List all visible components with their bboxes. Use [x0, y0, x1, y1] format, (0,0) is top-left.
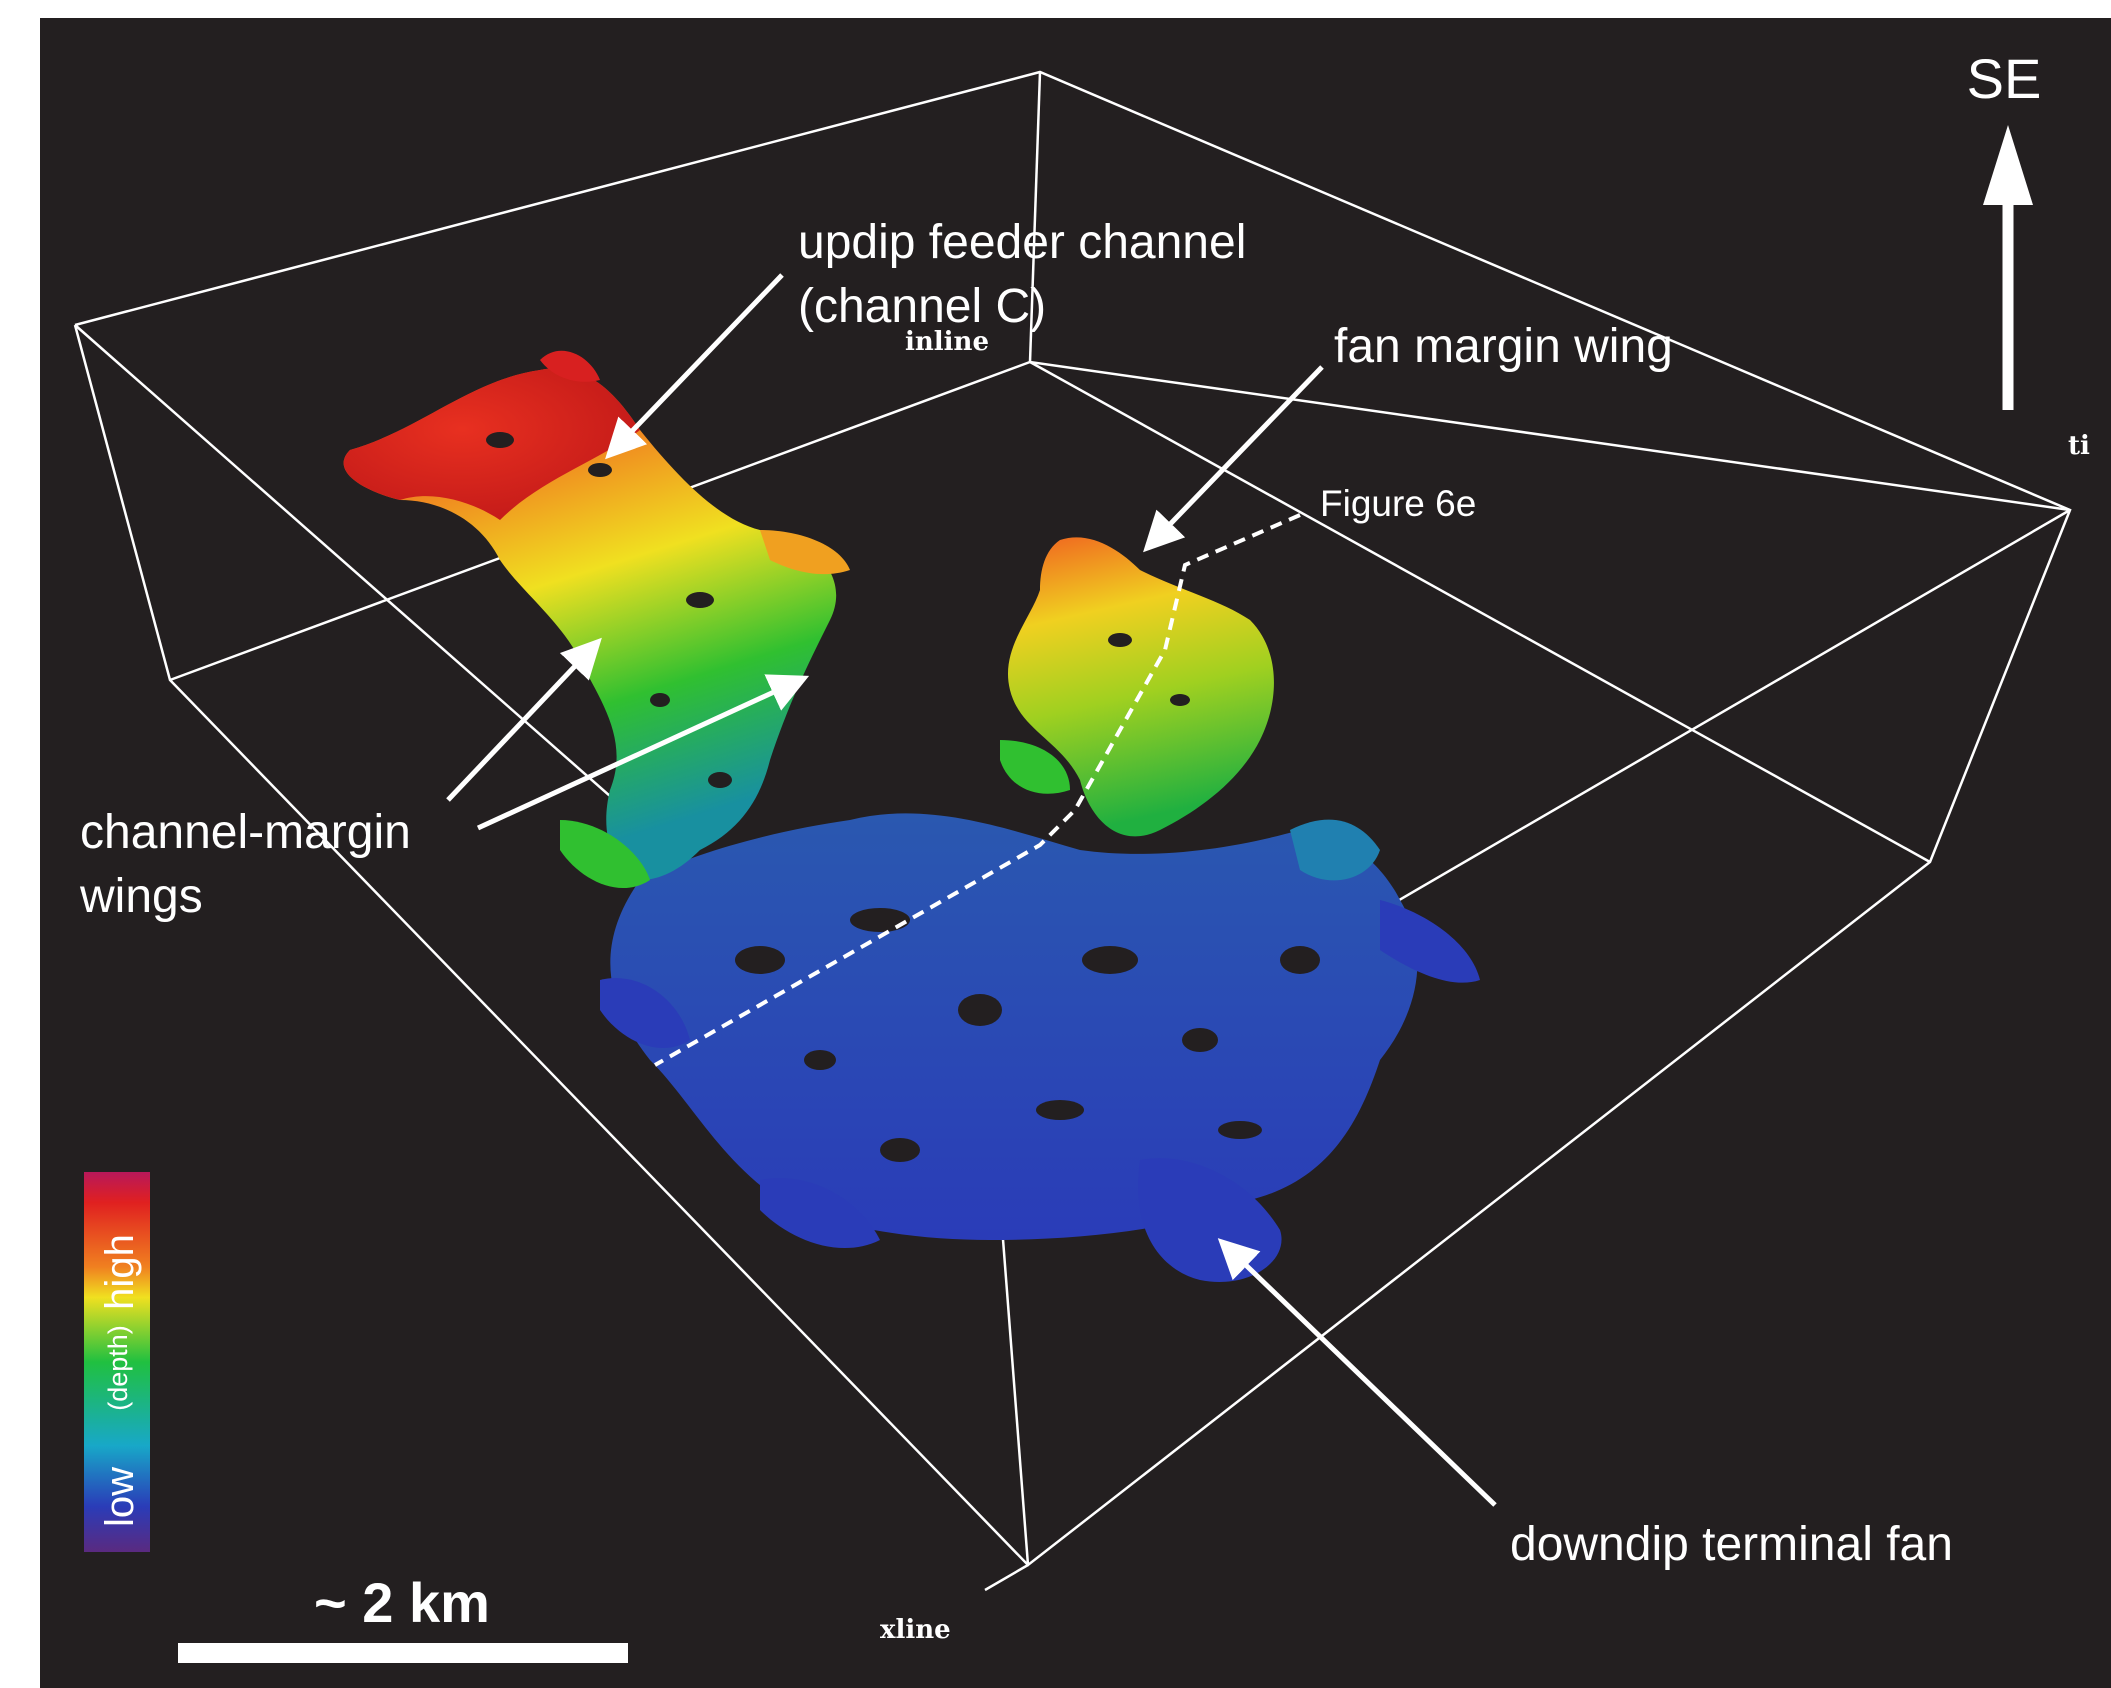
channel-margin-label-line1: channel-margin [80, 806, 411, 859]
channel-wing-arrow-2 [476, 674, 810, 831]
fan-margin-wing-body [1000, 537, 1274, 837]
section-line-figure-6e [654, 513, 1301, 1067]
annotation-arrows [446, 273, 1497, 1507]
time-axis-label: ti [2068, 431, 2090, 461]
feeder-label-line1: updip feeder channel [798, 216, 1246, 269]
feeder-label-line2: (channel C) [798, 280, 1046, 333]
inline-axis-label: inline [905, 327, 989, 357]
channel-margin-label-line2: wings [79, 870, 203, 923]
orientation-label: SE [1967, 47, 2042, 110]
bounding-box [73, 70, 2072, 1592]
depth-colorbar: high (depth) low [84, 1172, 150, 1552]
scale-bar: ~ 2 km [178, 1571, 628, 1663]
downdip-fan-arrow [1217, 1238, 1497, 1507]
figure-ref-label: Figure 6e [1320, 483, 1476, 524]
fan-margin-wing-label: fan margin wing [1334, 320, 1673, 373]
terminal-fan-body [600, 813, 1480, 1282]
scale-bar-label: ~ 2 km [314, 1571, 490, 1634]
orientation-arrow: SE [1967, 47, 2042, 410]
xline-axis-label: xline [880, 1615, 951, 1645]
scale-bar-line [178, 1643, 628, 1663]
colorbar-high-label: high [98, 1234, 142, 1310]
arrow-up-icon [1983, 125, 2033, 205]
feeder-arrow [605, 273, 784, 460]
channel-wing-arrow-1 [446, 637, 602, 802]
colorbar-depth-label: (depth) [103, 1325, 133, 1411]
fan-wing-arrow [1143, 365, 1324, 553]
downdip-fan-label: downdip terminal fan [1510, 1518, 1953, 1571]
feeder-channel-body [343, 350, 850, 889]
colorbar-gradient [84, 1172, 150, 1552]
colorbar-low-label: low [98, 1467, 142, 1527]
